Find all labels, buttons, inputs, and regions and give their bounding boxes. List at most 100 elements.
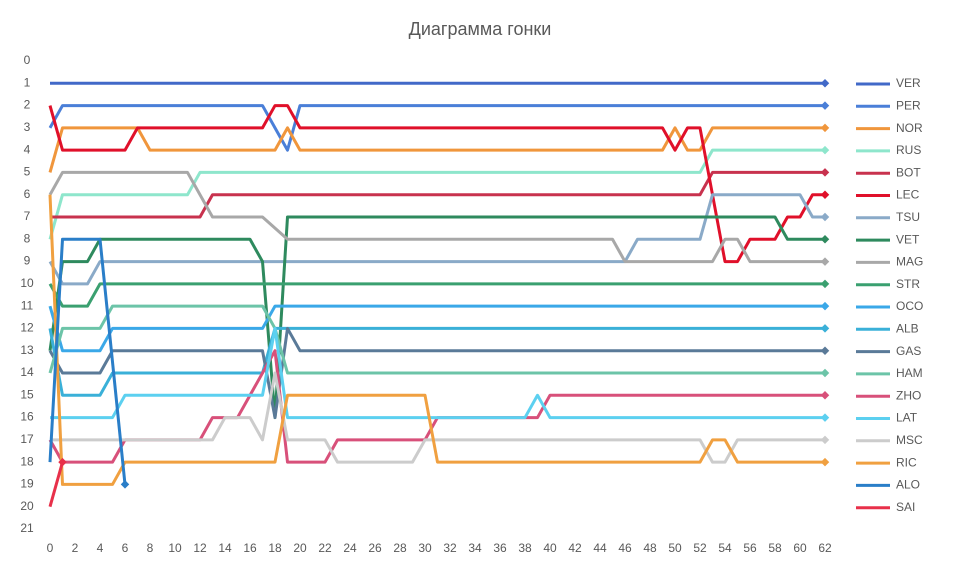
legend-label: SAI xyxy=(896,500,915,514)
race-line xyxy=(48,104,825,264)
end-marker xyxy=(820,123,830,133)
x-tick-label: 12 xyxy=(193,541,207,555)
legend-label: RUS xyxy=(896,143,921,157)
legend-label: NOR xyxy=(896,121,923,135)
y-tick-label: 0 xyxy=(24,53,31,67)
x-tick-label: 62 xyxy=(818,541,832,555)
y-tick-label: 3 xyxy=(24,120,31,134)
x-tick-label: 60 xyxy=(793,541,807,555)
end-marker xyxy=(820,324,830,333)
legend-label: LAT xyxy=(896,411,918,425)
end-marker xyxy=(820,145,830,155)
y-tick-label: 20 xyxy=(20,499,34,513)
legend-label: GAS xyxy=(896,344,921,358)
x-tick-label: 22 xyxy=(318,541,332,555)
x-tick-label: 26 xyxy=(368,541,382,555)
race-line xyxy=(48,237,127,485)
y-tick-label: 13 xyxy=(20,343,34,357)
y-tick-label: 9 xyxy=(24,254,31,268)
race-line xyxy=(50,371,825,464)
end-marker xyxy=(820,413,830,422)
legend-label: ALO xyxy=(896,478,920,492)
end-marker xyxy=(820,457,830,467)
y-tick-label: 5 xyxy=(24,165,31,179)
end-marker xyxy=(820,368,830,378)
x-tick-label: 30 xyxy=(418,541,432,555)
race-line xyxy=(48,282,825,308)
x-tick-label: 34 xyxy=(468,541,482,555)
y-tick-label: 18 xyxy=(20,454,34,468)
race-line xyxy=(48,326,825,420)
race-line xyxy=(48,170,825,264)
end-marker xyxy=(820,212,830,222)
race-line xyxy=(48,326,825,397)
x-tick-label: 2 xyxy=(72,541,79,555)
race-line xyxy=(48,104,825,152)
end-marker xyxy=(820,391,830,400)
x-tick-label: 52 xyxy=(693,541,707,555)
x-tick-label: 28 xyxy=(393,541,407,555)
x-tick-label: 24 xyxy=(343,541,357,555)
x-tick-label: 36 xyxy=(493,541,507,555)
y-tick-label: 17 xyxy=(20,432,34,446)
legend-label: HAM xyxy=(896,366,923,380)
x-tick-label: 40 xyxy=(543,541,557,555)
race-line xyxy=(48,193,825,286)
race-line xyxy=(50,326,825,420)
y-tick-label: 15 xyxy=(20,387,34,401)
y-tick-label: 12 xyxy=(20,321,34,335)
y-tick-label: 16 xyxy=(20,410,34,424)
legend-label: PER xyxy=(896,98,921,112)
legend-label: MAG xyxy=(896,255,923,269)
x-tick-label: 46 xyxy=(618,541,632,555)
x-tick-label: 14 xyxy=(218,541,232,555)
end-marker xyxy=(820,168,830,177)
end-marker xyxy=(820,346,830,355)
legend-label: VER xyxy=(896,76,921,90)
legend-label: TSU xyxy=(896,210,920,224)
y-tick-label: 14 xyxy=(20,365,34,379)
race-line xyxy=(48,304,825,375)
y-tick-label: 2 xyxy=(24,98,31,112)
end-marker xyxy=(820,101,830,110)
x-tick-label: 50 xyxy=(668,541,682,555)
legend-label: ZHO xyxy=(896,388,921,402)
x-tick-label: 38 xyxy=(518,541,532,555)
end-marker xyxy=(820,190,830,199)
end-marker xyxy=(820,235,830,244)
y-tick-label: 21 xyxy=(20,521,34,535)
race-line xyxy=(48,215,825,420)
x-tick-label: 42 xyxy=(568,541,582,555)
end-marker xyxy=(820,279,830,289)
y-tick-label: 8 xyxy=(24,231,31,245)
y-tick-label: 11 xyxy=(21,298,34,312)
end-marker xyxy=(820,435,830,445)
x-tick-label: 10 xyxy=(168,541,182,555)
legend-label: ALB xyxy=(896,321,919,335)
y-tick-label: 1 xyxy=(24,75,31,89)
x-tick-label: 6 xyxy=(122,541,129,555)
race-line xyxy=(50,170,825,219)
x-tick-label: 48 xyxy=(643,541,657,555)
x-tick-label: 4 xyxy=(97,541,104,555)
x-tick-label: 58 xyxy=(768,541,782,555)
x-tick-label: 54 xyxy=(718,541,732,555)
legend-label: STR xyxy=(896,277,920,291)
x-tick-label: 18 xyxy=(268,541,282,555)
race-line xyxy=(48,126,825,173)
x-tick-label: 44 xyxy=(593,541,607,555)
race-line xyxy=(48,304,825,353)
legend-label: OCO xyxy=(896,299,923,313)
legend-label: VET xyxy=(896,232,920,246)
end-marker xyxy=(120,480,130,489)
x-tick-label: 32 xyxy=(443,541,457,555)
x-tick-label: 56 xyxy=(743,541,757,555)
x-tick-label: 8 xyxy=(147,541,154,555)
x-tick-label: 0 xyxy=(47,541,54,555)
y-tick-label: 19 xyxy=(20,477,34,491)
end-marker xyxy=(820,79,830,88)
end-marker xyxy=(820,257,830,266)
y-tick-label: 10 xyxy=(20,276,34,290)
